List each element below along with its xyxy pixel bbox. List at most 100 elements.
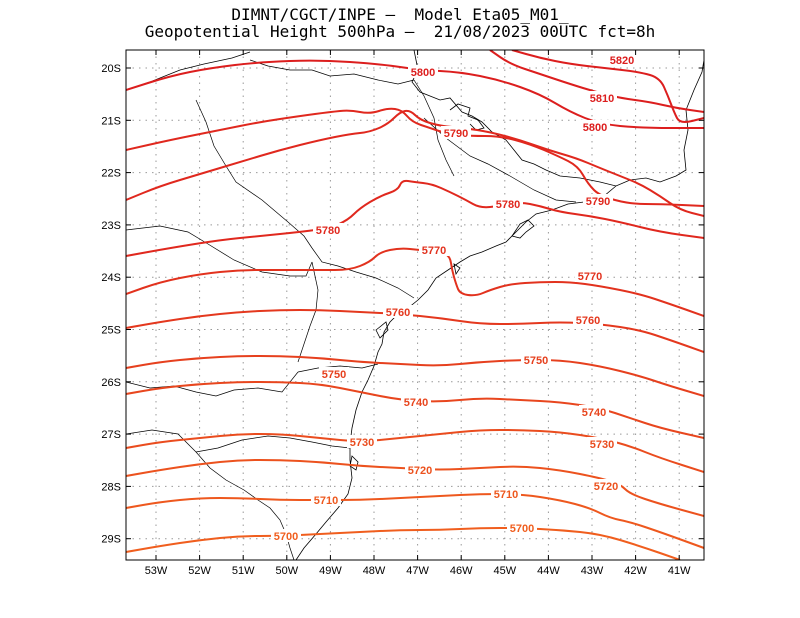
contour-5820 — [511, 50, 704, 123]
contour-label-5700: 5700 — [274, 531, 298, 543]
contour-label-bg — [408, 65, 438, 78]
contour-label-bg — [319, 367, 349, 380]
contour-label-bg — [573, 313, 603, 326]
lat-tick-label: 29S — [101, 534, 121, 546]
title-line-1: DIMNT/CGCT/INPE – Model Eta05_M01_ — [231, 5, 569, 24]
contour-label-5750: 5750 — [322, 369, 346, 381]
contour-label-bg — [383, 305, 413, 318]
contour-5790 — [126, 107, 704, 207]
border-ms-sp — [195, 99, 313, 249]
border-parana-river — [297, 261, 319, 363]
contour-label-bg — [591, 479, 621, 492]
lat-tick-label: 28S — [101, 481, 121, 493]
contour-label-bg — [580, 120, 610, 133]
contour-label-5770: 5770 — [422, 245, 446, 257]
contour-label-bg — [419, 243, 449, 256]
border-argentina — [126, 371, 299, 397]
lon-tick-label: 42W — [624, 565, 647, 577]
border-pr-sc — [297, 363, 379, 373]
lon-tick-label: 52W — [188, 565, 211, 577]
border-pr-sp — [311, 247, 415, 299]
contour-label-bg — [607, 53, 637, 66]
contour-label-bg — [579, 405, 609, 418]
lon-tick-label: 48W — [363, 565, 386, 577]
contour-label-bg — [441, 126, 471, 139]
contour-5700 — [126, 526, 681, 560]
contour-label-5820: 5820 — [610, 55, 634, 67]
lat-tick-label: 24S — [101, 272, 121, 284]
title-line-2: Geopotential Height 500hPa – 21/08/2023 … — [144, 22, 656, 41]
contour-label-bg — [521, 353, 551, 366]
contour-label-bg — [587, 437, 617, 450]
contour-5770 — [126, 247, 704, 317]
contour-label-bg — [347, 435, 377, 448]
lon-tick-label: 51W — [232, 565, 255, 577]
contour-label-5740: 5740 — [582, 407, 606, 419]
lon-tick-label: 44W — [537, 565, 560, 577]
border-mg-rj — [423, 117, 577, 203]
contour-5710 — [126, 492, 704, 549]
lon-tick-label: 47W — [406, 565, 429, 577]
bay-detail — [349, 103, 535, 471]
axis-ticks: 20S 21S 22S 23S 24S 25S 26S 27S 28S 29S 53W 52W 51W 5… — [101, 50, 704, 577]
contour-label-5720: 5720 — [594, 481, 618, 493]
border-mg-sp — [249, 59, 415, 85]
contour-label-5730: 5730 — [350, 437, 374, 449]
contour-label-bg — [491, 487, 521, 500]
lon-tick-label: 50W — [275, 565, 298, 577]
border-paraguay — [126, 225, 313, 277]
contour-5790 — [126, 109, 704, 217]
lon-tick-label: 43W — [581, 565, 604, 577]
lon-tick-label: 49W — [319, 565, 342, 577]
contour-5760 — [126, 308, 704, 353]
coastlines-and-borders — [126, 50, 704, 560]
contour-label-5760: 5760 — [576, 315, 600, 327]
lat-tick-label: 25S — [101, 325, 121, 337]
lat-tick-label: 20S — [101, 63, 121, 75]
contour-label-5780: 5780 — [316, 225, 340, 237]
lon-tick-label: 41W — [668, 565, 691, 577]
lat-tick-label: 26S — [101, 377, 121, 389]
contour-label-5740: 5740 — [404, 397, 428, 409]
contour-label-bg — [313, 223, 343, 236]
map-title: DIMNT/CGCT/INPE – Model Eta05_M01_ Geopo… — [0, 6, 800, 40]
contour-5780 — [126, 179, 704, 257]
contour-label-5810: 5810 — [590, 93, 614, 105]
contour-label-5770: 5770 — [578, 271, 602, 283]
map-frame — [125, 49, 705, 561]
contour-label-5800: 5800 — [411, 67, 435, 79]
lat-tick-label: 23S — [101, 220, 121, 232]
contour-5810 — [489, 50, 704, 113]
contour-5750 — [126, 354, 704, 397]
lat-tick-label: 27S — [101, 429, 121, 441]
contour-label-5800: 5800 — [583, 122, 607, 134]
contour-label-5750: 5750 — [524, 355, 548, 367]
contour-label-5710: 5710 — [314, 495, 338, 507]
lon-tick-label: 53W — [145, 565, 168, 577]
contour-label-bg — [587, 91, 617, 104]
lat-tick-label: 22S — [101, 168, 121, 180]
contour-label-5710: 5710 — [494, 489, 518, 501]
contour-label-5780: 5780 — [496, 199, 520, 211]
contour-label-5720: 5720 — [408, 465, 432, 477]
contour-label-bg — [507, 521, 537, 534]
lon-tick-label: 45W — [493, 565, 516, 577]
contour-label-bg — [271, 529, 301, 542]
contour-labels: 5820 5810 5800 5800 5790 5790 5780 5780 5770 5770… — [271, 53, 637, 543]
contour-label-bg — [311, 493, 341, 506]
contour-label-bg — [583, 194, 613, 207]
contour-5740 — [126, 380, 704, 439]
contour-label-bg — [401, 395, 431, 408]
contour-label-5790: 5790 — [444, 128, 468, 140]
contour-label-5760: 5760 — [386, 307, 410, 319]
lat-tick-label: 21S — [101, 115, 121, 127]
border-sc-rs — [195, 435, 351, 453]
contour-label-bg — [405, 463, 435, 476]
lon-tick-label: 46W — [450, 565, 473, 577]
contour-label-5790: 5790 — [586, 196, 610, 208]
contour-label-5700: 5700 — [510, 523, 534, 535]
contour-label-bg — [575, 269, 605, 282]
contour-label-5730: 5730 — [590, 439, 614, 451]
contour-label-bg — [493, 197, 523, 210]
